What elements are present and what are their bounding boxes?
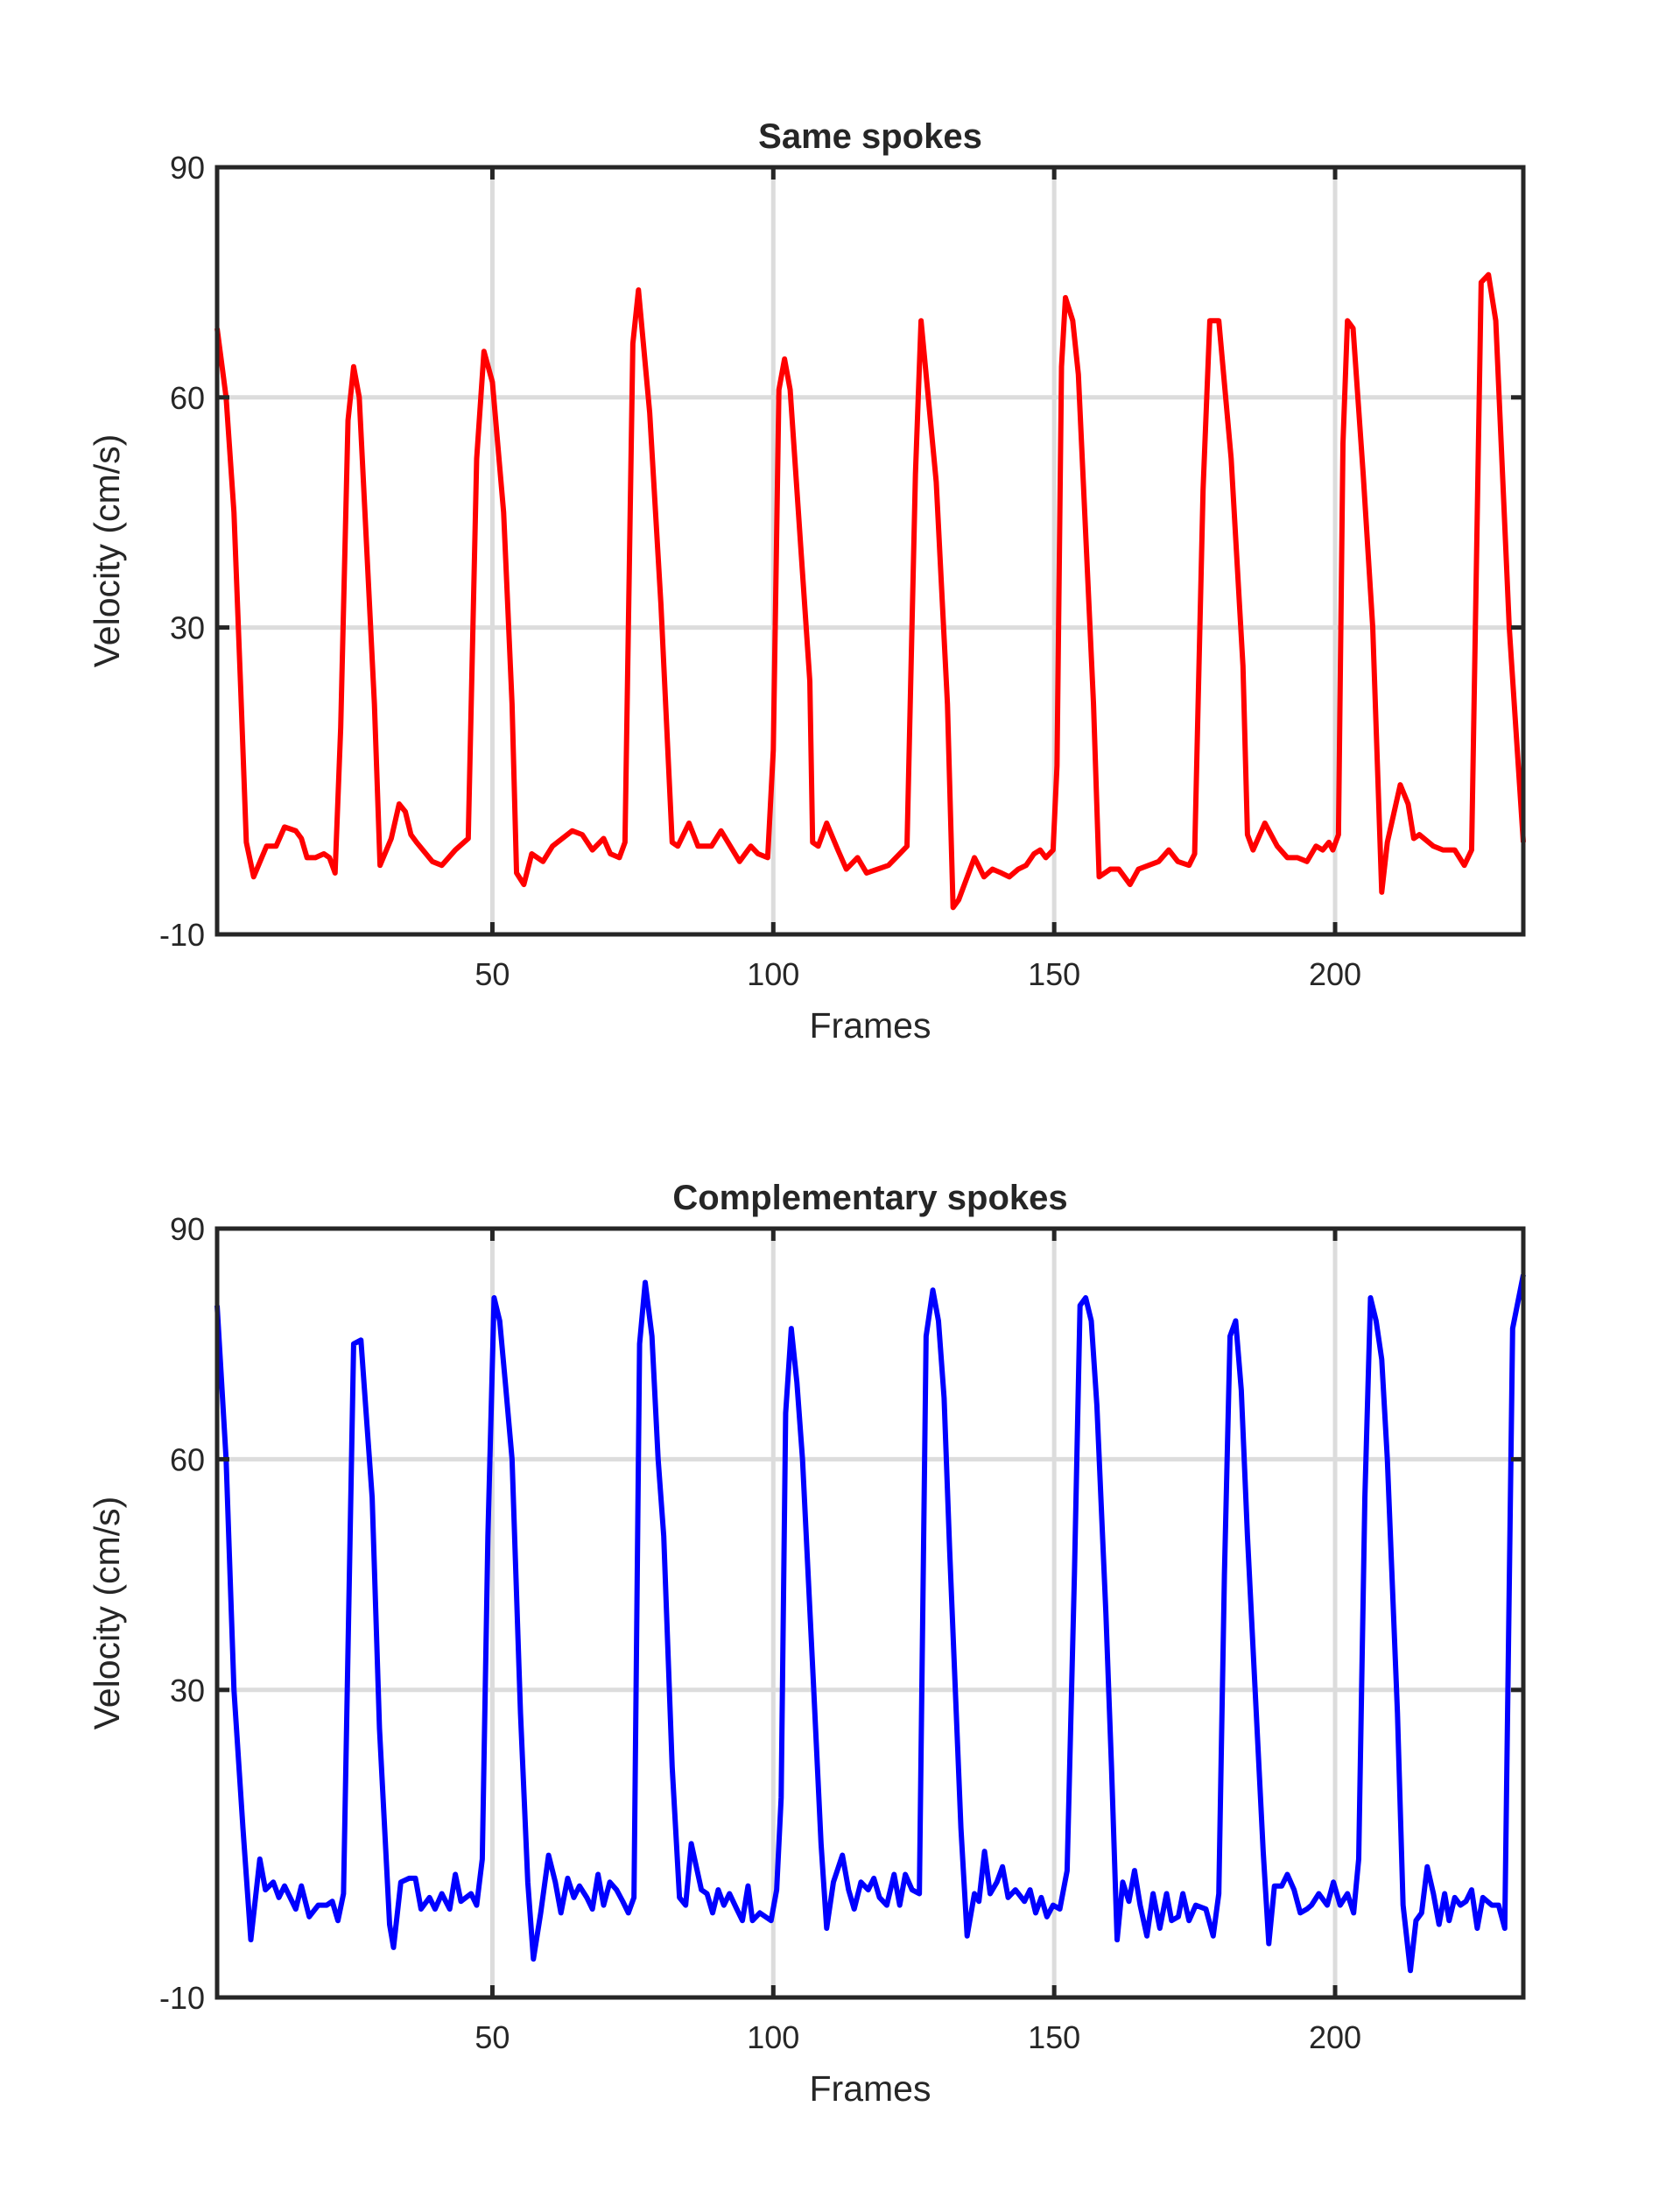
chart-title: Same spokes xyxy=(758,117,982,156)
x-tick-label: 50 xyxy=(475,956,510,992)
data-line xyxy=(214,1274,1526,1974)
y-tick-label: 60 xyxy=(170,380,205,416)
x-tick-label: 50 xyxy=(475,2019,510,2055)
plot-area xyxy=(217,167,1523,934)
x-tick-label: 200 xyxy=(1309,956,1361,992)
x-tick-label: 100 xyxy=(747,2019,799,2055)
y-axis-label: Velocity (cm/s) xyxy=(87,434,127,668)
y-tick-label: -10 xyxy=(159,917,205,953)
y-tick-label: -10 xyxy=(159,1980,205,2016)
y-tick-label: 60 xyxy=(170,1441,205,1477)
axes-box xyxy=(214,1226,1526,2000)
plot-area xyxy=(217,1229,1523,1997)
y-tick-label: 90 xyxy=(170,150,205,186)
y-axis-label: Velocity (cm/s) xyxy=(87,1497,127,1730)
x-axis-label: Frames xyxy=(810,2068,931,2109)
x-axis-label: Frames xyxy=(810,1005,931,1046)
x-tick-label: 150 xyxy=(1028,956,1080,992)
x-tick-label: 200 xyxy=(1309,2019,1361,2055)
y-tick-label: 90 xyxy=(170,1211,205,1247)
y-tick-label: 30 xyxy=(170,1673,205,1708)
x-tick-label: 100 xyxy=(747,956,799,992)
y-tick-label: 30 xyxy=(170,610,205,646)
axes-box xyxy=(214,165,1526,937)
chart-title: Complementary spokes xyxy=(672,1179,1067,1217)
x-tick-label: 150 xyxy=(1028,2019,1080,2055)
data-line xyxy=(214,271,1526,911)
